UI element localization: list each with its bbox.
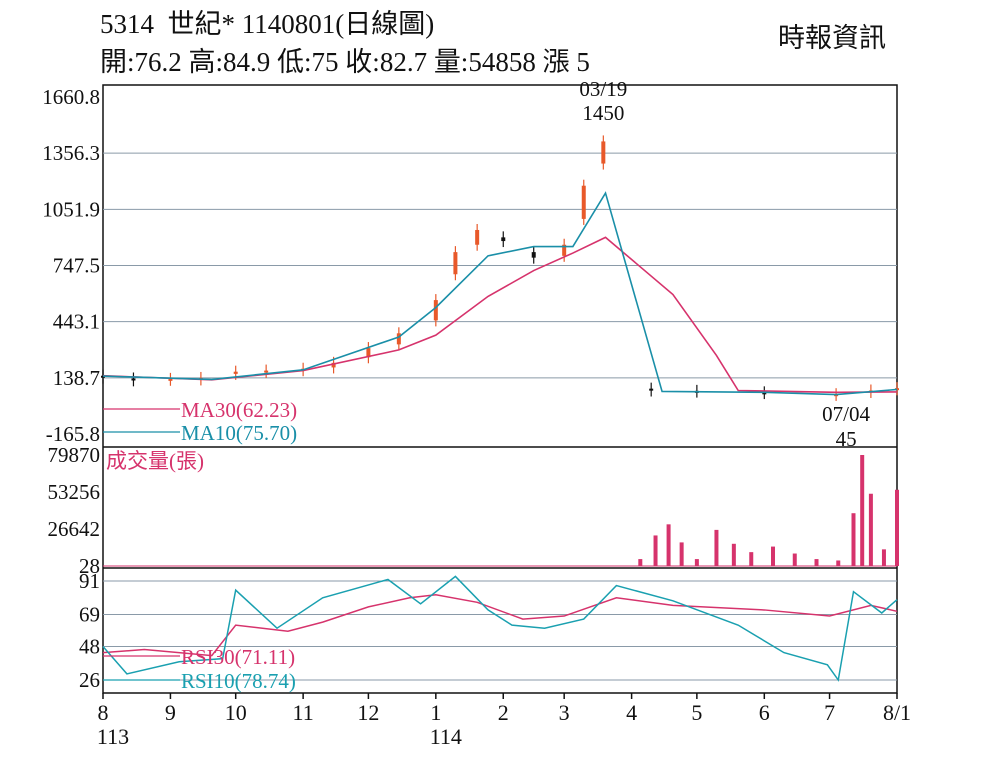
peak-value-label: 1450 bbox=[582, 101, 624, 125]
chart-date: 1140801(日線圖) bbox=[241, 9, 435, 39]
low-label: 低: bbox=[277, 47, 312, 77]
volume-bar bbox=[860, 455, 865, 566]
candle bbox=[649, 388, 654, 391]
ma10-legend-label: MA10(75.70) bbox=[181, 421, 297, 445]
volume-bar bbox=[694, 559, 699, 566]
x-year-label: 113 bbox=[97, 724, 129, 749]
plot-frame bbox=[102, 84, 898, 694]
candle bbox=[168, 378, 173, 381]
rsi30-line bbox=[102, 593, 898, 657]
stock-code: 5314 bbox=[100, 9, 154, 39]
volume-bar bbox=[792, 553, 797, 566]
x-tick-label: 5 bbox=[691, 700, 702, 725]
low-value-label: 45 bbox=[836, 427, 857, 451]
rsi30-legend-label: RSI30(71.11) bbox=[181, 645, 295, 669]
quote-summary: 開:76.2 高:84.9 低:75 收:82.7 量:54858 漲 5 bbox=[100, 40, 590, 79]
volume-tick-label: 26642 bbox=[48, 517, 101, 541]
chart-title: 5314 世紀* 1140801(日線圖) bbox=[100, 2, 434, 41]
candle bbox=[366, 348, 371, 358]
x-tick-label: 8/1 bbox=[883, 700, 911, 725]
volume-bar bbox=[653, 535, 658, 566]
candle bbox=[531, 252, 536, 258]
candle bbox=[264, 370, 269, 373]
x-tick-label: 9 bbox=[165, 700, 176, 725]
candle bbox=[433, 300, 438, 321]
close-value: 82.7 bbox=[379, 47, 428, 77]
peak-date-label: 03/19 bbox=[579, 77, 627, 101]
rsi-tick-label: 69 bbox=[79, 603, 100, 627]
volume-bar bbox=[679, 542, 684, 566]
price-tick-label: 1660.8 bbox=[42, 85, 100, 109]
x-tick-label: 10 bbox=[225, 700, 247, 725]
x-tick-label: 12 bbox=[357, 700, 379, 725]
volume-tick-label: 28 bbox=[79, 554, 100, 578]
volume-label: 量: bbox=[433, 47, 469, 77]
candle bbox=[762, 392, 767, 395]
volume-bar bbox=[638, 559, 643, 566]
volume-bar bbox=[666, 524, 671, 566]
volume-bar bbox=[868, 493, 873, 566]
candle bbox=[396, 333, 401, 345]
rsi10-legend-label: RSI10(78.74) bbox=[181, 669, 296, 693]
x-tick-label: 11 bbox=[293, 700, 314, 725]
volume-value: 54858 bbox=[468, 47, 536, 77]
ma30-legend-label: MA30(62.23) bbox=[181, 398, 297, 422]
x-tick-label: 4 bbox=[626, 700, 637, 725]
candle bbox=[453, 252, 458, 275]
x-tick-label: 6 bbox=[759, 700, 770, 725]
candle bbox=[581, 185, 586, 219]
volume-title: 成交量(張) bbox=[106, 449, 204, 473]
volume-bar bbox=[881, 549, 886, 566]
low-value: 75 bbox=[311, 47, 339, 77]
volume-bar bbox=[714, 529, 719, 566]
volume-tick-label: 53256 bbox=[48, 480, 101, 504]
rsi-tick-label: 48 bbox=[79, 634, 100, 658]
rsi-tick-label: 91 bbox=[79, 569, 100, 593]
volume-bar bbox=[851, 513, 856, 566]
price-tick-label: 443.1 bbox=[53, 310, 100, 334]
rsi-tick-label: 26 bbox=[79, 668, 100, 692]
candle bbox=[475, 229, 480, 245]
volume-bar bbox=[771, 546, 776, 566]
volume-bar bbox=[895, 489, 899, 566]
close-label: 收: bbox=[345, 47, 380, 77]
ma30-line bbox=[102, 236, 898, 394]
volume-bar bbox=[836, 560, 841, 566]
candle bbox=[131, 378, 136, 381]
candle bbox=[895, 388, 899, 391]
open-value: 76.2 bbox=[134, 47, 182, 77]
x-tick-label: 1 bbox=[430, 700, 441, 725]
candle bbox=[233, 371, 238, 374]
price-tick-label: 1356.3 bbox=[42, 141, 100, 165]
x-year-label: 114 bbox=[430, 724, 462, 749]
candle bbox=[501, 237, 506, 242]
candle bbox=[601, 141, 606, 164]
candle bbox=[562, 244, 567, 256]
x-tick-label: 8 bbox=[98, 700, 109, 725]
rsi10-line bbox=[102, 575, 898, 682]
price-tick-label: 1051.9 bbox=[42, 197, 100, 221]
volume-bar bbox=[814, 559, 819, 566]
price-tick-label: -165.8 bbox=[46, 422, 100, 446]
x-tick-label: 3 bbox=[559, 700, 570, 725]
open-label: 開: bbox=[100, 47, 135, 77]
change-label: 漲 bbox=[542, 47, 570, 77]
ma10-line bbox=[102, 191, 898, 396]
price-tick-label: 138.7 bbox=[53, 366, 100, 390]
high-value: 84.9 bbox=[223, 47, 271, 77]
low-date-label: 07/04 bbox=[822, 402, 870, 426]
source-label: 時報資訊 bbox=[778, 23, 886, 53]
change-value: 5 bbox=[576, 47, 590, 77]
candle bbox=[331, 362, 336, 368]
volume-bar bbox=[731, 543, 736, 566]
high-label: 高: bbox=[188, 47, 224, 77]
price-tick-label: 747.5 bbox=[53, 254, 100, 278]
volume-tick-label: 79870 bbox=[48, 443, 101, 467]
volume-bar bbox=[749, 552, 754, 566]
x-tick-label: 2 bbox=[498, 700, 509, 725]
x-tick-label: 7 bbox=[824, 700, 835, 725]
stock-name: 世紀* bbox=[167, 9, 236, 39]
